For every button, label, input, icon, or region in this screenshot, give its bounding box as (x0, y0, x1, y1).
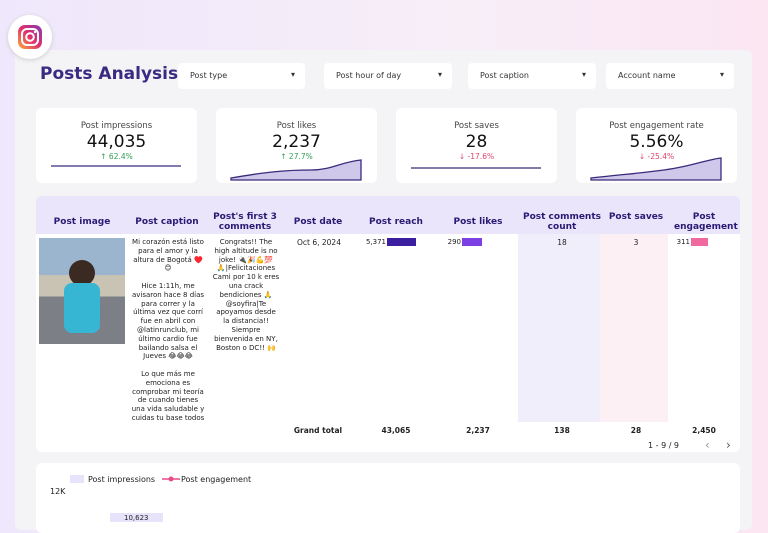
total-reach: 43,065 (381, 426, 411, 435)
sparkline (51, 165, 181, 167)
kpi-label: Post saves (454, 121, 499, 131)
column-header: Post caption (135, 217, 199, 227)
axis-label: 12K (50, 487, 66, 496)
engagement-bar (691, 238, 708, 246)
legend-swatch (162, 476, 180, 482)
title: Posts Analysis (40, 64, 179, 84)
sparkline (230, 159, 362, 181)
reach-bar (387, 238, 416, 246)
total-comments: 138 (554, 426, 570, 435)
date: Oct 6, 2024 (297, 238, 341, 247)
instagram-icon (8, 15, 52, 59)
legend-label: Post impressions (88, 475, 156, 484)
comments: Congrats!! The high altitude is no joke!… (212, 238, 280, 352)
kpi-card: Post engagement rate 5.56% ↓ -25.4% (576, 108, 737, 183)
page: {"header":{"title":"Posts Analysis","fil… (0, 0, 768, 522)
total-label: Grand total (293, 426, 343, 435)
kpi-change: ↓ -25.4% (638, 152, 675, 161)
column-header: Post reach (369, 217, 423, 227)
filter[interactable]: Post hour of day (324, 63, 452, 89)
sparkline (590, 157, 722, 181)
table-header (36, 196, 740, 234)
kpi-card: Post saves 28 ↓ -17.6% (396, 108, 557, 183)
reach: 5,371 (365, 238, 386, 246)
kpi-card: Post likes 2,237 ↑ 27.7% (216, 108, 377, 183)
kpi-change: ↑ 62.4% (100, 152, 133, 161)
pagination: 1 - 9 / 9 (648, 441, 680, 450)
column-shade (600, 234, 668, 422)
kpi-value: 5.56% (629, 132, 684, 152)
prev-page[interactable]: ‹ (705, 438, 710, 452)
engagement: 311 (676, 238, 690, 246)
legend-label: Post engagement (181, 475, 252, 484)
total-saves: 28 (630, 426, 642, 435)
kpi-label: Post engagement rate (609, 121, 704, 131)
bar-label: 10,623 (124, 514, 149, 522)
column-header: Post's first 3 comments (213, 212, 277, 232)
column-header: Post comments count (522, 212, 602, 232)
column-header: Post date (293, 217, 343, 227)
column-header: Post likes (453, 217, 503, 227)
legend-swatch (70, 475, 84, 483)
kpi-card: Post impressions 44,035 ↑ 62.4% (36, 108, 197, 183)
filter[interactable]: Post type (178, 63, 305, 89)
next-page[interactable]: › (726, 438, 731, 452)
kpi-change: ↓ -17.6% (458, 152, 495, 161)
filter[interactable]: Post caption (468, 63, 596, 89)
kpi-label: Post likes (276, 121, 317, 131)
saves: 3 (633, 238, 639, 247)
caption: Mi corazón está listo para el amor y la … (131, 238, 205, 423)
column-header: Post image (53, 217, 111, 227)
post-image (39, 238, 125, 344)
kpi-change: ↑ 27.7% (280, 152, 313, 161)
sparkline (411, 167, 541, 169)
likes-bar (462, 238, 482, 246)
column-shade (518, 234, 600, 422)
kpi-label: Post impressions (80, 121, 153, 131)
column-header: Post engagement (674, 212, 738, 232)
comments-count: 18 (557, 238, 567, 247)
column-header: Post saves (608, 212, 664, 222)
total-engagement: 2,450 (692, 426, 716, 435)
filter[interactable]: Account name (606, 63, 734, 89)
bar (110, 513, 163, 522)
likes: 290 (447, 238, 461, 246)
chart-panel (36, 463, 740, 533)
total-likes: 2,237 (466, 426, 490, 435)
kpi-value: 28 (465, 132, 488, 152)
kpi-value: 44,035 (86, 132, 147, 152)
kpi-value: 2,237 (272, 132, 321, 152)
